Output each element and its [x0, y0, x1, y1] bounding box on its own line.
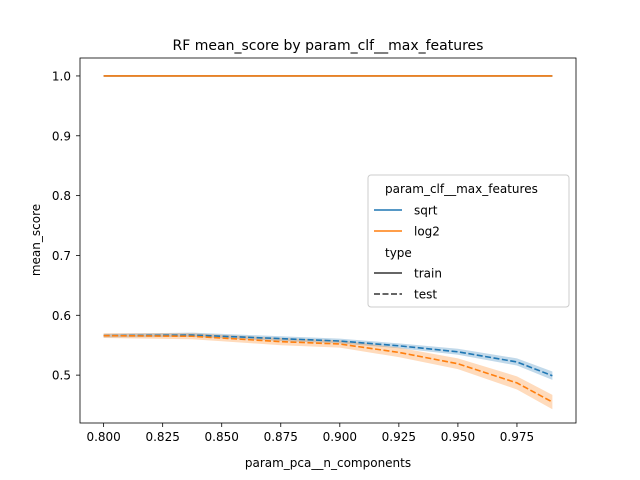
- chart-title: RF mean_score by param_clf__max_features: [173, 38, 484, 54]
- ci-band-log2-test: [103, 333, 553, 410]
- plot-frame: [79, 57, 577, 424]
- x-tick-label: 0.875: [264, 430, 298, 444]
- y-axis-ticks: 0.5 0.6 0.7 0.8 0.9 1.0: [52, 69, 80, 383]
- x-tick-label: 0.900: [323, 430, 357, 444]
- legend-label-test: test: [414, 288, 437, 302]
- confidence-bands: [103, 332, 553, 410]
- legend-hue-title: param_clf__max_features: [385, 182, 538, 196]
- y-tick-label: 0.8: [52, 189, 71, 203]
- legend-label-sqrt: sqrt: [414, 204, 438, 218]
- legend-box: [367, 174, 570, 308]
- y-tick-label: 0.7: [52, 249, 71, 263]
- series-line-sqrt-test: [103, 334, 553, 377]
- y-tick-label: 0.9: [52, 129, 71, 143]
- x-tick-label: 0.950: [441, 430, 475, 444]
- y-tick-label: 0.5: [52, 369, 71, 383]
- ci-band-sqrt-test: [103, 332, 553, 380]
- legend-label-train: train: [414, 267, 442, 281]
- legend-style-title: type: [385, 246, 412, 260]
- x-tick-label: 0.850: [205, 430, 239, 444]
- legend-label-log2: log2: [414, 225, 440, 239]
- y-tick-label: 0.6: [52, 309, 71, 323]
- legend: param_clf__max_features sqrt log2 train tes…: [367, 174, 570, 308]
- y-tick-label: 1.0: [52, 69, 71, 83]
- series-line-log2-test: [103, 334, 553, 403]
- y-axis-label: mean_score: [29, 204, 43, 276]
- x-axis-label: param_pca__n_components: [245, 456, 411, 470]
- legend-entries: sqrt log2 train test: [374, 204, 442, 302]
- series-lines: [103, 75, 553, 403]
- x-tick-label: 0.800: [86, 430, 120, 444]
- x-tick-label: 0.925: [382, 430, 416, 444]
- x-tick-label: 0.975: [500, 430, 534, 444]
- x-axis-ticks: 0.800 0.825 0.850 0.875 0.900 0.925 0.950 0.975: [86, 423, 534, 444]
- x-tick-label: 0.825: [145, 430, 179, 444]
